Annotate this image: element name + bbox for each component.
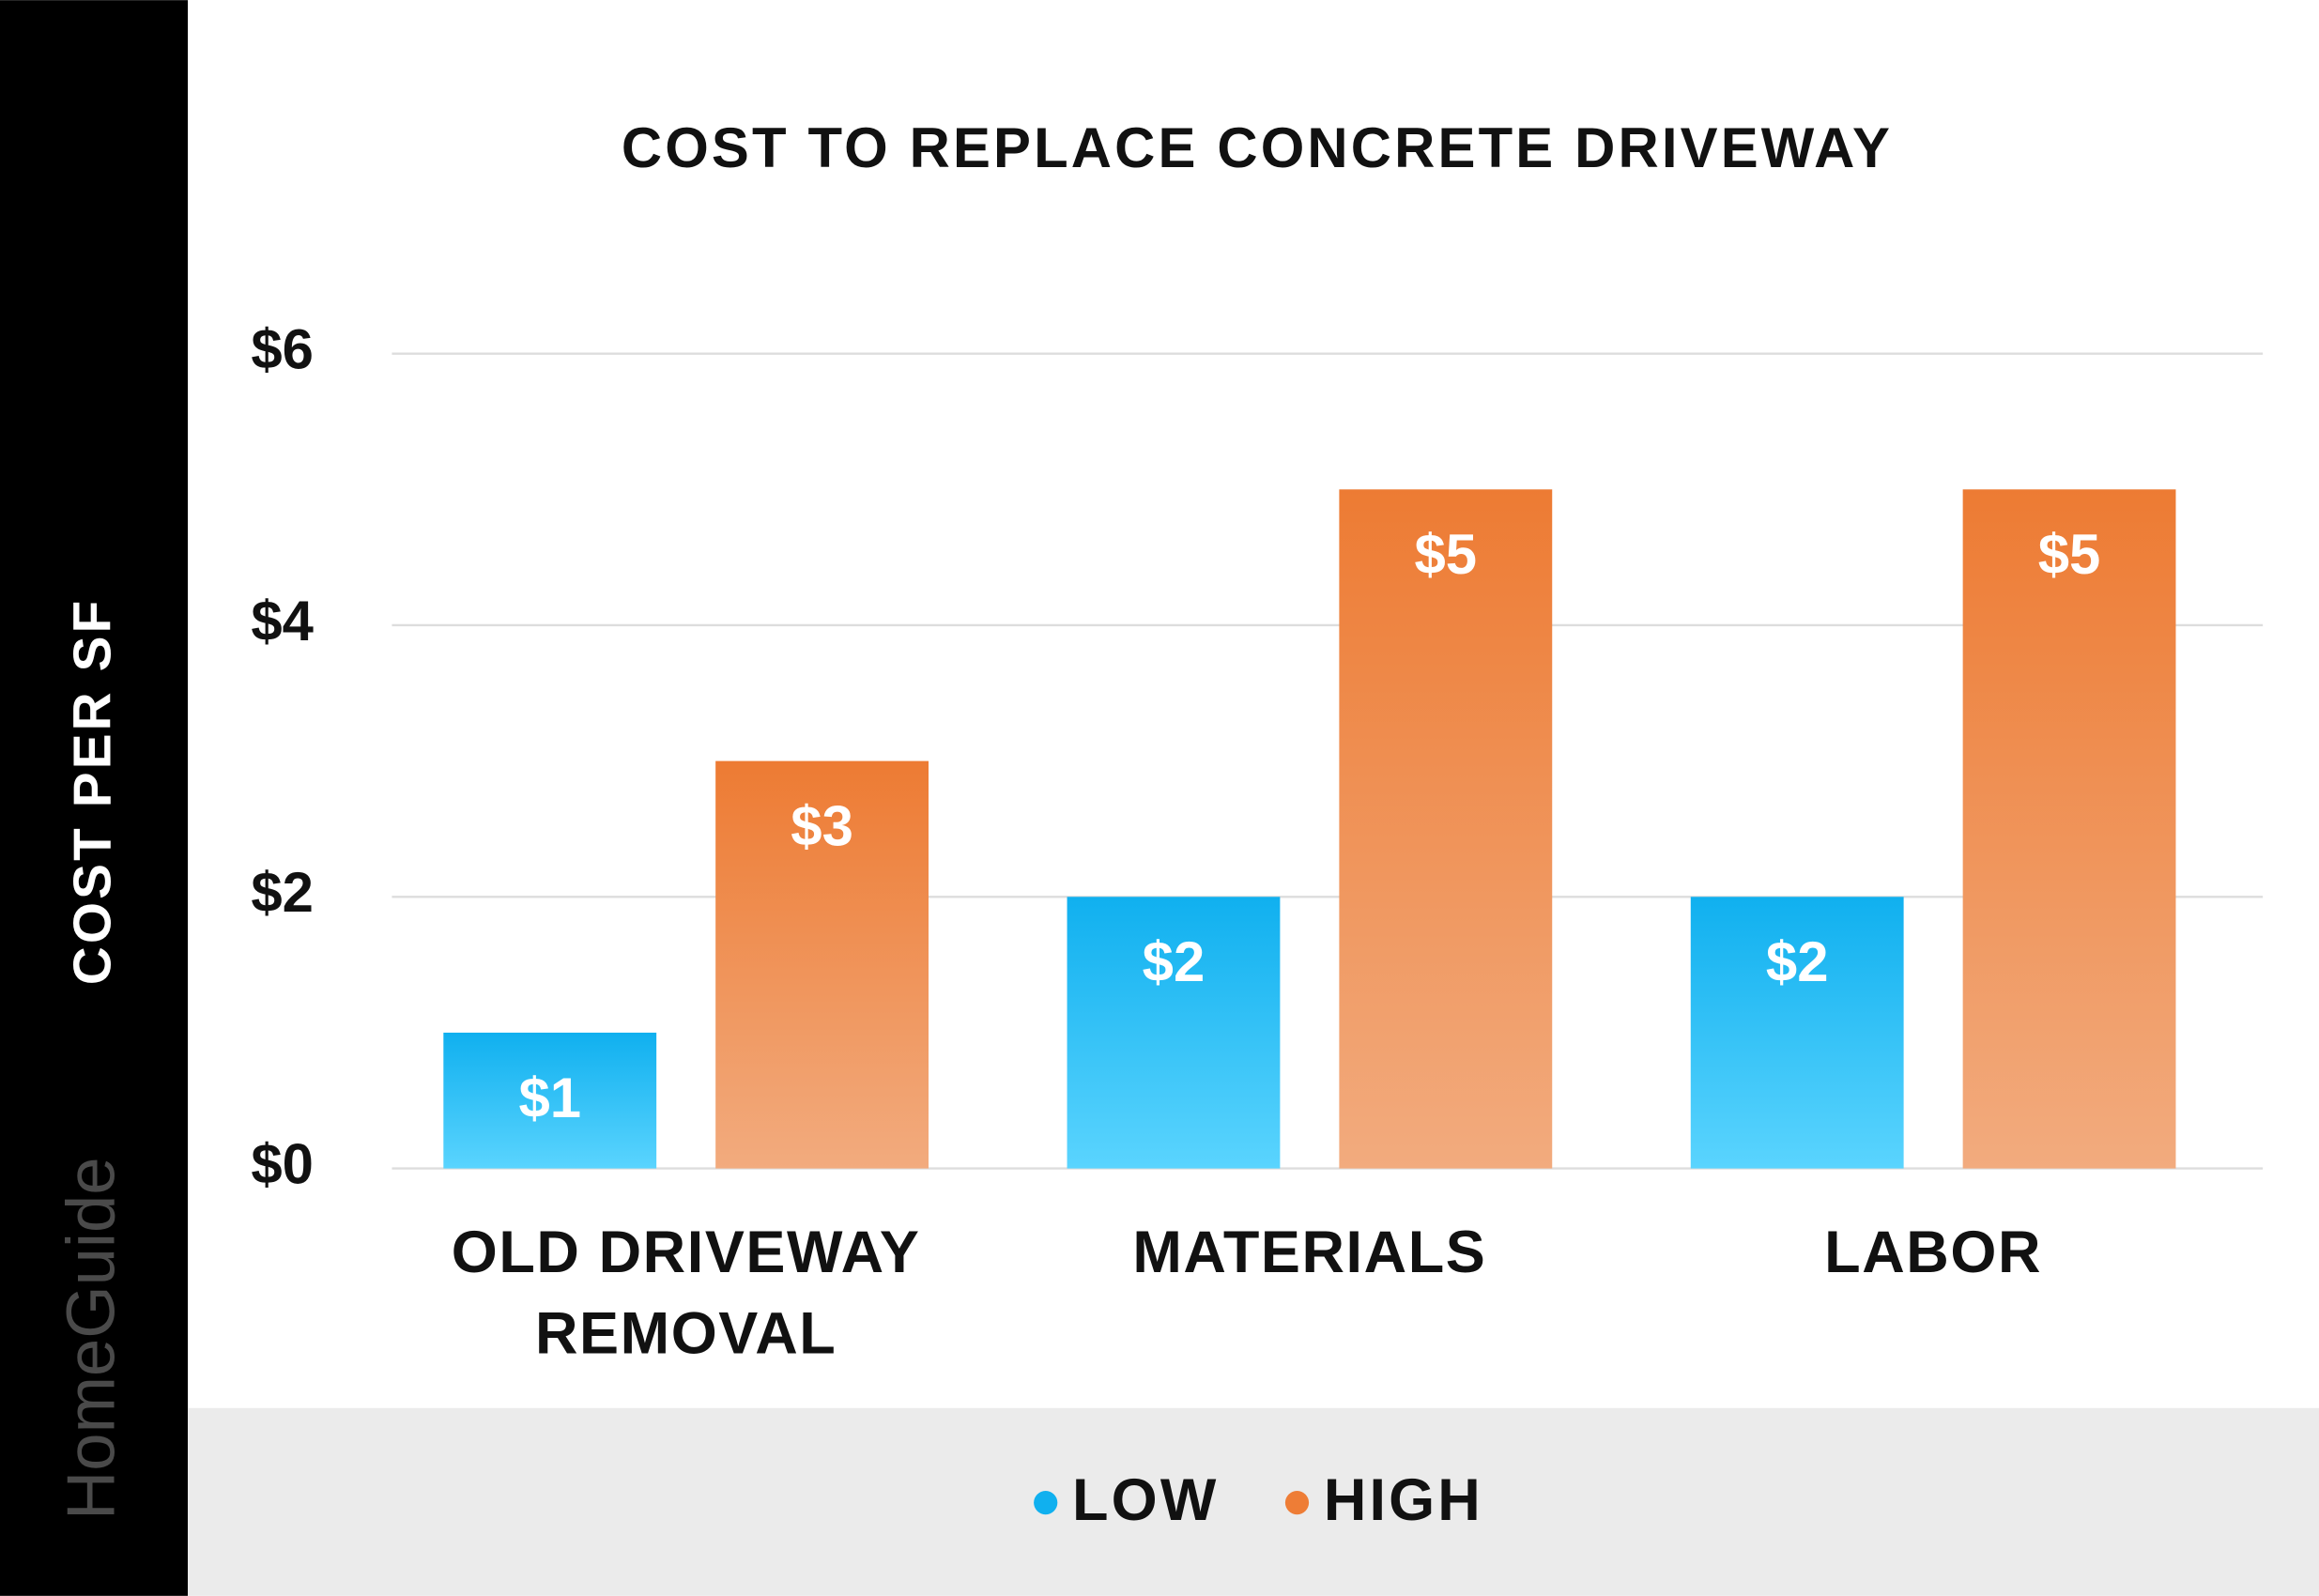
value-label: $5	[1415, 523, 1478, 586]
watermark: HomeGuide	[54, 1157, 130, 1520]
value-label: $2	[1143, 930, 1206, 993]
x-tick-label-box: LABOR	[1824, 1220, 2043, 1286]
value-label: $2	[1766, 930, 1829, 993]
value-label: $1	[518, 1067, 581, 1129]
x-tick-label: LABOR	[1824, 1220, 2043, 1286]
bar	[1962, 489, 2176, 1169]
chart-title: COST TO REPLACE CONCRETE DRIVEWAY	[622, 116, 1893, 179]
y-tick-label: $6	[251, 317, 314, 380]
value-label: $3	[791, 794, 853, 857]
legend-marker	[1284, 1491, 1310, 1515]
x-tick-label: OLD DRIVEWAY REMOVAL	[451, 1220, 921, 1367]
legend-marker	[1034, 1491, 1058, 1515]
legend-label: HIGH	[1324, 1467, 1483, 1533]
y-tick-label: $2	[251, 861, 314, 924]
legend-band	[188, 1407, 2319, 1596]
y-tick-label: $4	[251, 590, 314, 652]
x-tick-label-box: MATERIALS	[1132, 1220, 1487, 1286]
x-tick-label: MATERIALS	[1132, 1220, 1487, 1286]
y-tick-label: $0	[251, 1132, 314, 1195]
bar	[1339, 489, 1553, 1169]
value-label: $5	[2038, 523, 2101, 586]
x-tick-label-box: OLD DRIVEWAY REMOVAL	[451, 1220, 921, 1367]
bar	[1067, 897, 1281, 1169]
bar	[715, 760, 929, 1169]
y-axis-label: COST PER SF	[63, 598, 122, 986]
bar	[443, 1032, 657, 1169]
side-bar	[0, 0, 189, 1596]
legend-label: LOW	[1072, 1467, 1219, 1533]
bar	[1690, 897, 1904, 1169]
